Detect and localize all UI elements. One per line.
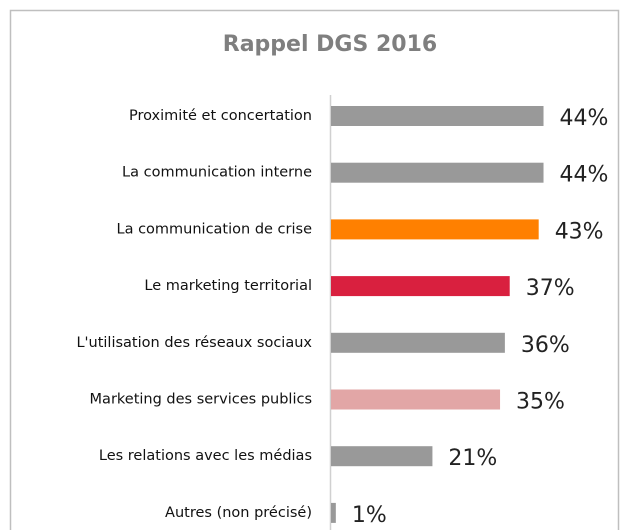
value-label: 43% — [555, 219, 604, 244]
bar — [331, 502, 336, 523]
bar — [331, 446, 433, 467]
bar — [331, 332, 505, 353]
bar — [331, 389, 501, 410]
bar — [331, 162, 544, 183]
category-label: Les relations avec les médias — [99, 448, 312, 464]
chart-title: Rappel DGS 2016 — [223, 32, 437, 57]
value-label: 37% — [526, 276, 575, 301]
value-label: 21% — [448, 446, 497, 471]
value-label: 44% — [560, 163, 609, 188]
bar — [331, 106, 544, 126]
value-label: 35% — [516, 390, 565, 415]
chart-frame — [9, 9, 620, 530]
category-label: L'utilisation des réseaux sociaux — [76, 335, 312, 351]
bar — [331, 276, 510, 297]
category-label: La communication interne — [122, 165, 312, 181]
category-label: La communication de crise — [117, 221, 313, 237]
value-label: 44% — [560, 106, 609, 131]
category-label: Le marketing territorial — [144, 278, 312, 294]
category-label: Proximité et concertation — [129, 108, 312, 124]
bar — [331, 219, 539, 240]
value-label: 36% — [521, 333, 570, 358]
value-label: 1% — [352, 503, 387, 528]
category-label: Marketing des services publics — [90, 392, 312, 408]
category-label: Autres (non précisé) — [165, 505, 312, 521]
